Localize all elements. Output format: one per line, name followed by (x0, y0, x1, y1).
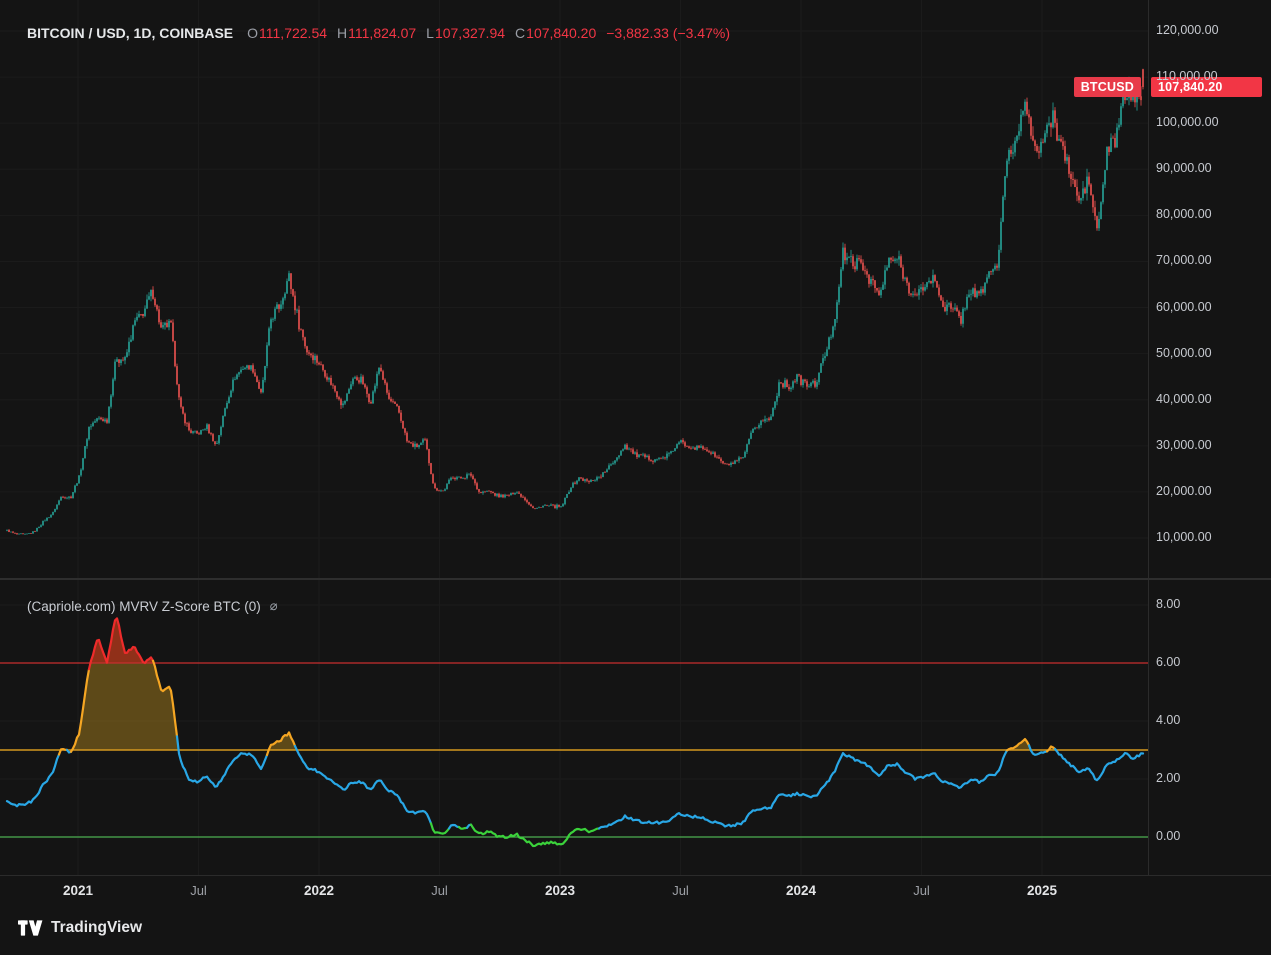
zscore-line (5, 617, 1145, 848)
tradingview-logo-text: TradingView (51, 919, 143, 936)
zscore-threshold-fills (61, 618, 1057, 750)
open-label: O (247, 25, 259, 41)
low-value: 107,327.94 (434, 25, 506, 41)
price-axis-label: 50,000.00 (1156, 345, 1212, 360)
price-axis-label: 80,000.00 (1156, 207, 1212, 222)
time-axis-label: 2024 (785, 883, 817, 898)
chart-legend: BITCOIN / USD, 1D, COINBASE O 111,722.54 … (27, 25, 730, 41)
pane-separator[interactable] (0, 578, 1271, 580)
indicator-legend: (Capriole.com) MVRV Z-Score BTC (0) ⌀ (27, 598, 278, 614)
time-axis-label: 2021 (62, 883, 94, 898)
ohlc-close: C 107,840.20 (515, 25, 596, 41)
price-axis-label: 100,000.00 (1156, 115, 1219, 130)
price-axis-label: 120,000.00 (1156, 23, 1219, 37)
symbol-title[interactable]: BITCOIN / USD, 1D, COINBASE (27, 25, 234, 41)
zscore-axis-label: 4.00 (1156, 713, 1181, 727)
time-axis-label: Jul (913, 883, 930, 898)
high-label: H (337, 25, 348, 41)
time-axis[interactable]: 2021 Jul 2022 Jul 2023 Jul 2024 Jul 2025 (0, 876, 1271, 914)
zscore-axis-label: 0.00 (1156, 829, 1181, 843)
zscore-axis-label: 2.00 (1156, 771, 1181, 785)
price-axis-label: 20,000.00 (1156, 483, 1212, 498)
price-axis-label: 40,000.00 (1156, 391, 1212, 406)
low-label: L (426, 25, 434, 41)
price-axis-label: 30,000.00 (1156, 437, 1212, 452)
time-axis-separator (0, 875, 1271, 876)
indicator-title[interactable]: (Capriole.com) MVRV Z-Score BTC (0) (27, 598, 261, 614)
time-axis-label: Jul (190, 883, 207, 898)
ohlc-low: L 107,327.94 (426, 25, 505, 41)
price-axis-label: 10,000.00 (1156, 530, 1212, 544)
ohlc-open: O 111,722.54 (247, 25, 327, 41)
high-value: 111,824.07 (348, 25, 417, 41)
candlestick-series (6, 68, 1144, 535)
price-axis-separator (1148, 0, 1149, 875)
last-price-label: 107,840.20 (1151, 77, 1262, 98)
close-label: C (515, 25, 526, 41)
zscore-axis-label: 8.00 (1156, 597, 1181, 611)
ohlc-high: H 111,824.07 (337, 25, 416, 41)
tradingview-logo-icon (18, 920, 43, 936)
symbol-price-flag: BTCUSD (1073, 77, 1141, 98)
zscore-threshold-lines (0, 662, 1148, 838)
close-value: 107,840.20 (526, 25, 597, 41)
price-axis-label: 70,000.00 (1156, 253, 1212, 268)
time-axis-label: 2022 (303, 883, 335, 898)
change-value: −3,882.33 (−3.47%) (606, 25, 730, 41)
time-axis-label: 2023 (544, 883, 576, 898)
time-axis-label: 2025 (1026, 883, 1058, 898)
price-axis-label: 60,000.00 (1156, 299, 1212, 314)
zscore-axis-label: 6.00 (1156, 655, 1181, 669)
open-value: 111,722.54 (259, 25, 328, 41)
price-axis-label: 90,000.00 (1156, 161, 1212, 176)
tradingview-logo[interactable]: TradingView (18, 919, 142, 937)
time-axis-label: Jul (431, 883, 448, 898)
price-axis[interactable]: 120,000.00 110,000.00 100,000.00 90,000.00 8… (1149, 0, 1271, 875)
indicator-status-icon[interactable]: ⌀ (269, 598, 278, 613)
time-axis-label: Jul (672, 883, 689, 898)
price-axis-label: 110,000.00 (1156, 69, 1218, 84)
